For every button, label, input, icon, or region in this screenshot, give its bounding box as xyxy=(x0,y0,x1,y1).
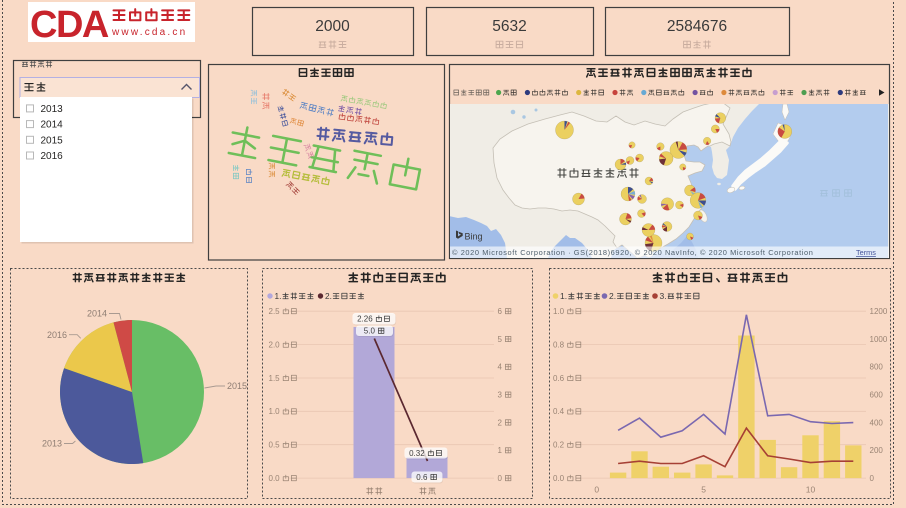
svg-text:0.6: 0.6 xyxy=(553,374,565,383)
svg-text:0.5: 0.5 xyxy=(269,441,281,450)
svg-text:1.: 1. xyxy=(275,291,282,301)
svg-text:1: 1 xyxy=(498,446,503,455)
svg-text:5.0: 5.0 xyxy=(364,327,376,336)
svg-text:2.: 2. xyxy=(609,291,616,301)
svg-text:0: 0 xyxy=(594,485,599,495)
svg-text:1.0: 1.0 xyxy=(269,407,281,416)
svg-text:2013: 2013 xyxy=(42,439,62,449)
svg-text:2.5: 2.5 xyxy=(269,307,281,316)
svg-text:2.26: 2.26 xyxy=(357,315,373,324)
svg-text:Bing: Bing xyxy=(465,231,483,241)
svg-text:2584676: 2584676 xyxy=(667,18,727,35)
svg-text:0.6: 0.6 xyxy=(416,473,428,482)
svg-text:800: 800 xyxy=(870,363,884,372)
svg-text:2016: 2016 xyxy=(47,330,67,340)
svg-text:10: 10 xyxy=(806,485,816,495)
svg-text:3: 3 xyxy=(498,391,503,400)
svg-text:Terms: Terms xyxy=(856,248,876,257)
svg-text:2: 2 xyxy=(498,418,503,427)
svg-text:0: 0 xyxy=(498,474,503,483)
svg-text:1000: 1000 xyxy=(870,335,888,344)
svg-text:0.0: 0.0 xyxy=(553,474,565,483)
svg-text:© 2020 Microsoft Corporation ·: © 2020 Microsoft Corporation · GS(2018)6… xyxy=(452,248,813,257)
svg-text:600: 600 xyxy=(870,390,884,399)
svg-text:0.8: 0.8 xyxy=(553,340,565,349)
svg-text:5: 5 xyxy=(701,485,706,495)
svg-text:5: 5 xyxy=(498,335,503,344)
svg-text:1.5: 1.5 xyxy=(269,374,281,383)
svg-text:www.cda.cn: www.cda.cn xyxy=(111,27,187,38)
svg-text:0: 0 xyxy=(870,474,875,483)
svg-text:400: 400 xyxy=(870,418,884,427)
svg-text:1.0: 1.0 xyxy=(553,307,565,316)
svg-text:2000: 2000 xyxy=(315,18,350,35)
svg-text:200: 200 xyxy=(870,446,884,455)
svg-text:0.2: 0.2 xyxy=(553,441,565,450)
svg-text:2015: 2015 xyxy=(227,381,247,391)
svg-text:0.0: 0.0 xyxy=(269,474,281,483)
svg-text:6: 6 xyxy=(498,307,503,316)
svg-text:1.: 1. xyxy=(560,291,567,301)
svg-text:2014: 2014 xyxy=(87,309,107,319)
svg-text:2015: 2015 xyxy=(41,135,64,146)
svg-text:4: 4 xyxy=(498,363,503,372)
svg-text:2014: 2014 xyxy=(41,120,64,131)
svg-text:2.0: 2.0 xyxy=(269,340,281,349)
svg-text:1200: 1200 xyxy=(870,307,888,316)
svg-text:0.32: 0.32 xyxy=(409,449,425,458)
svg-text:2013: 2013 xyxy=(41,104,64,115)
svg-text:3.: 3. xyxy=(660,291,667,301)
svg-text:2.: 2. xyxy=(325,291,332,301)
svg-text:CDA: CDA xyxy=(30,4,109,46)
svg-text:2016: 2016 xyxy=(41,151,64,162)
svg-text:0.4: 0.4 xyxy=(553,407,565,416)
svg-text:5632: 5632 xyxy=(492,18,526,35)
